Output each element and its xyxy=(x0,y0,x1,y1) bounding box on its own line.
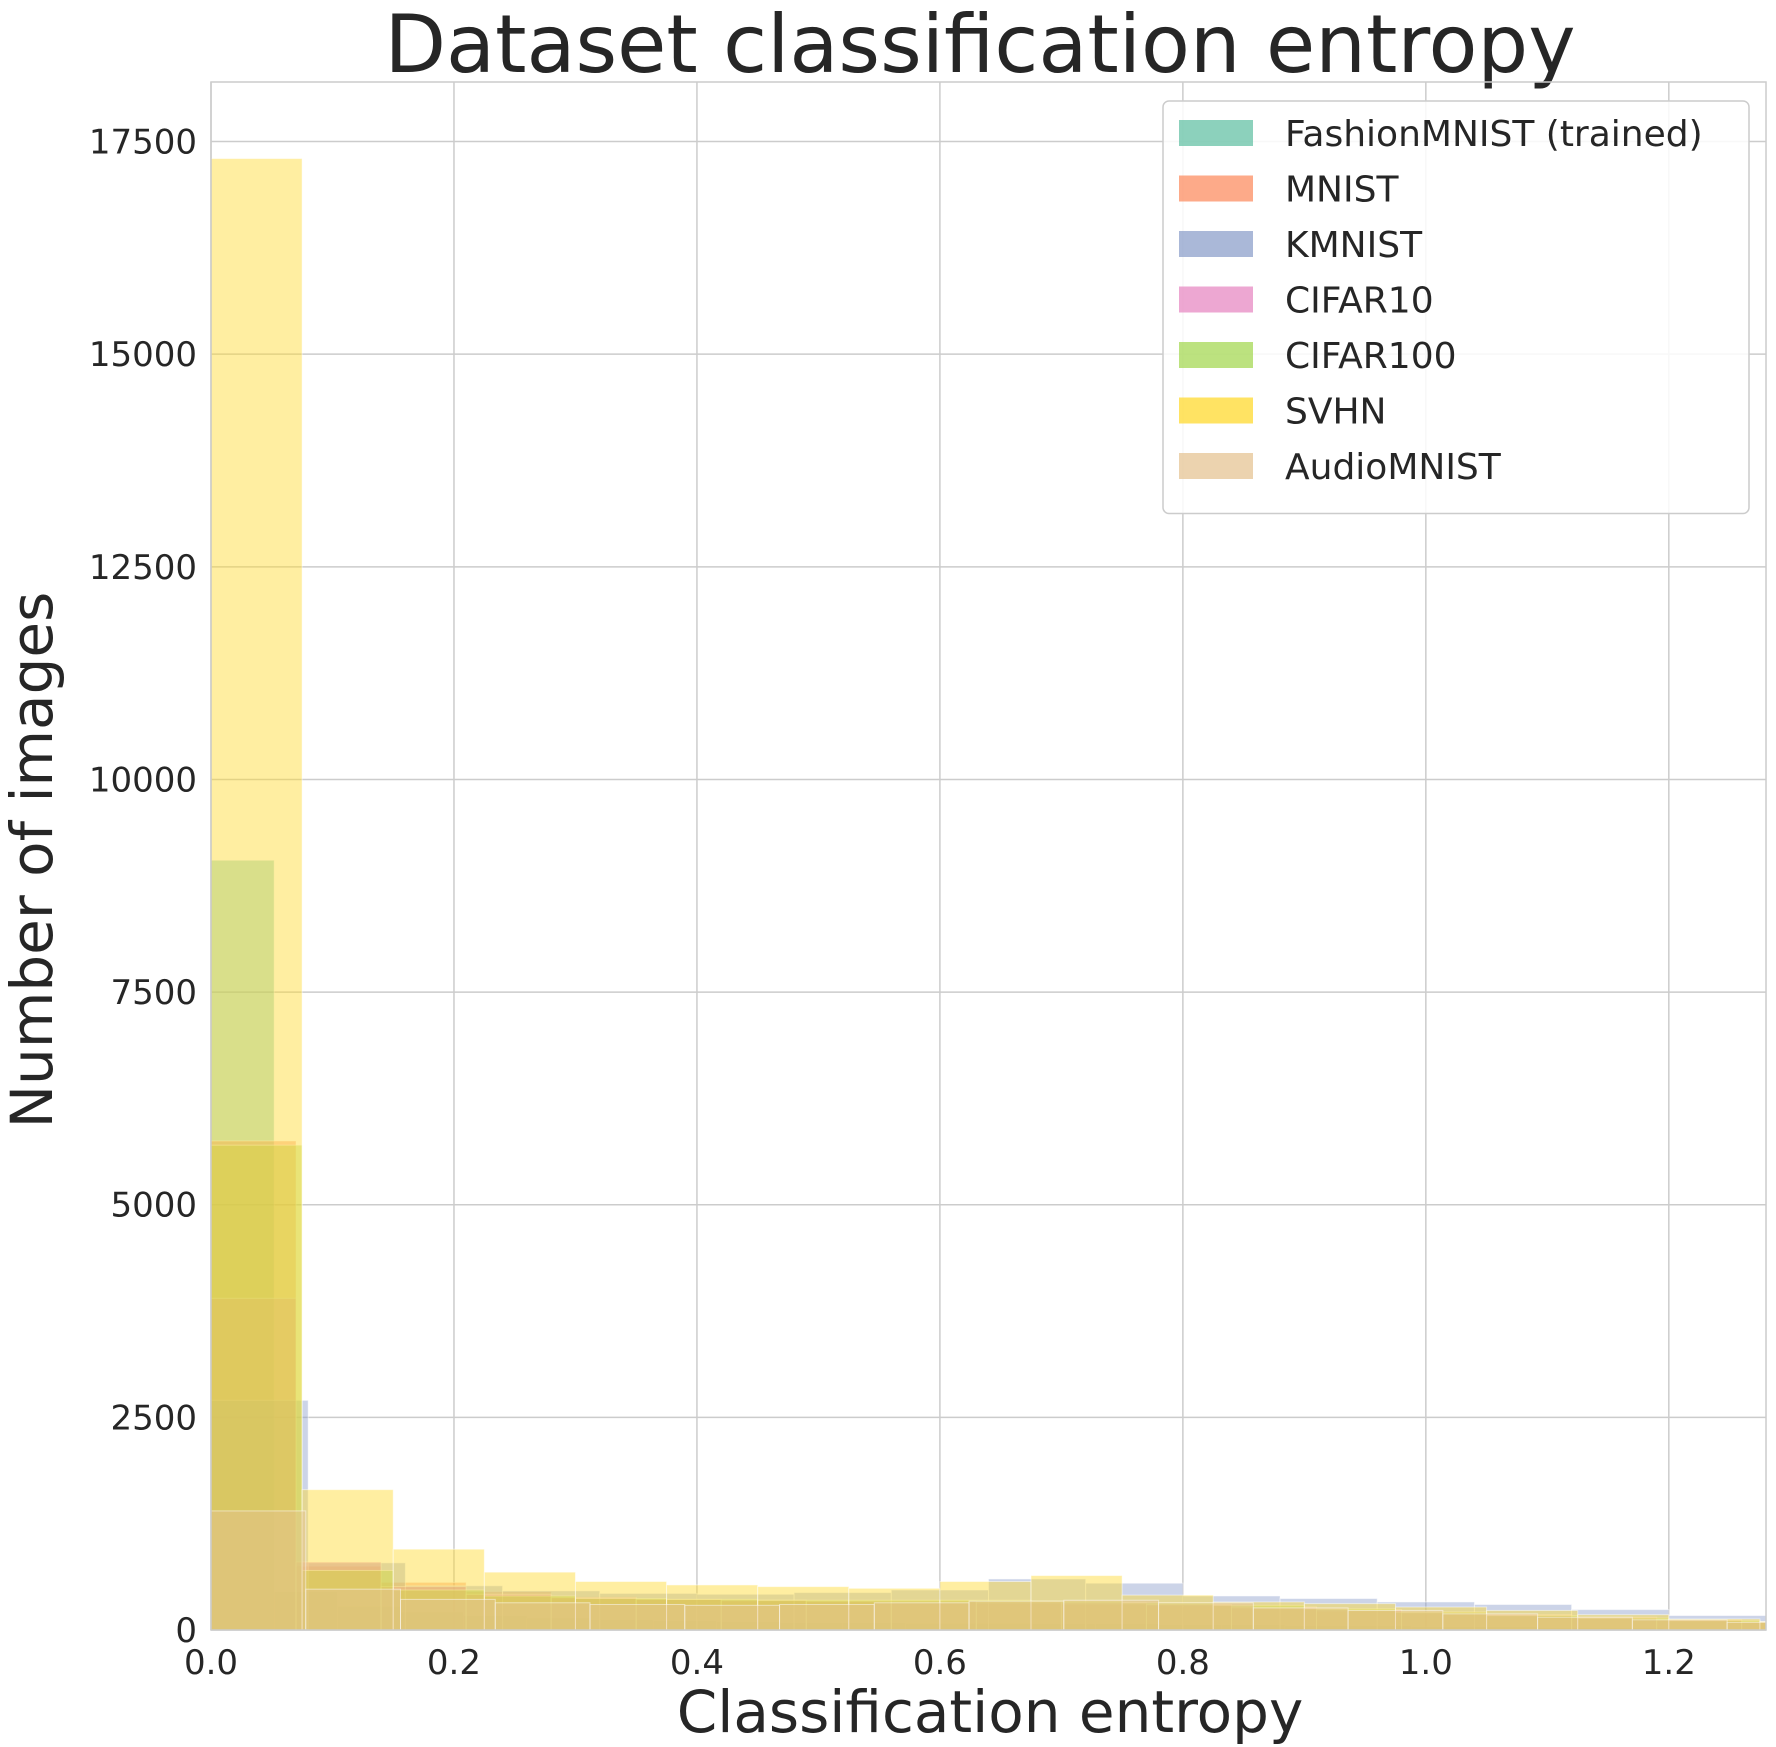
histogram-bar xyxy=(1158,1602,1254,1630)
histogram-bar xyxy=(666,1584,759,1630)
legend-swatch xyxy=(1179,453,1253,479)
legend-swatch xyxy=(1179,120,1253,146)
legend-label: SVHN xyxy=(1285,392,1386,433)
histogram-bar xyxy=(211,1510,307,1630)
y-axis-label: Number of images xyxy=(0,592,66,1129)
legend-label: MNIST xyxy=(1285,170,1399,211)
histogram-bar xyxy=(793,1592,892,1630)
x-tick-label: 0.2 xyxy=(427,1643,481,1683)
legend-label: CIFAR100 xyxy=(1285,336,1457,377)
legend-label: CIFAR10 xyxy=(1285,281,1434,322)
plot-frame xyxy=(210,81,1767,1631)
legend-swatch xyxy=(1179,342,1253,368)
legend-swatch xyxy=(1179,231,1253,257)
legend-label: AudioMNIST xyxy=(1285,447,1502,488)
histogram-bar xyxy=(494,1602,591,1630)
histogram-bar xyxy=(1537,1616,1633,1630)
histogram-bar xyxy=(400,1598,496,1630)
y-tick-label: 0 xyxy=(175,1611,197,1651)
histogram-bar xyxy=(1759,1620,1766,1630)
series-cifar10 xyxy=(211,1297,1766,1630)
series-mnist xyxy=(211,1140,1766,1630)
y-tick-label: 17500 xyxy=(89,123,197,163)
y-tick-label: 15000 xyxy=(89,335,197,375)
histogram-bar xyxy=(404,1585,504,1630)
histogram-bar xyxy=(720,1600,807,1630)
y-tick-label: 7500 xyxy=(110,973,197,1013)
x-tick-label: 0.8 xyxy=(1156,1643,1210,1683)
histogram-bar xyxy=(975,1603,1062,1630)
histogram-bar xyxy=(305,1588,402,1630)
histogram-bar xyxy=(848,1599,941,1630)
y-tick-label: 2500 xyxy=(110,1398,197,1438)
histogram-bar xyxy=(779,1603,875,1630)
series-fashionmnist-trained xyxy=(211,859,1766,1630)
chart-title: Dataset classification entropy xyxy=(384,0,1575,91)
legend: FashionMNIST (trained) MNIST KMNIST CIFAR10… xyxy=(1162,100,1750,515)
histogram-bar xyxy=(392,1548,485,1630)
histogram-bar xyxy=(684,1604,781,1630)
histogram-bar xyxy=(295,1561,382,1630)
histogram-bar xyxy=(295,1565,382,1630)
x-tick-label: 0.6 xyxy=(913,1643,967,1683)
histogram-bar xyxy=(975,1601,1062,1630)
series-audiomnist xyxy=(211,1510,1766,1630)
x-tick-label: 1.2 xyxy=(1642,1643,1696,1683)
histogram-bar xyxy=(939,1581,1032,1630)
histogram-bar xyxy=(301,1489,394,1630)
legend-box xyxy=(1162,100,1750,515)
histogram-bar xyxy=(1030,1600,1123,1630)
series-cifar100 xyxy=(211,1144,1766,1630)
histogram-bar xyxy=(211,1144,303,1630)
histogram-bar xyxy=(1060,1602,1147,1630)
histogram-bar xyxy=(988,1578,1087,1630)
histogram-bar xyxy=(1347,1609,1444,1630)
histogram-bar xyxy=(1063,1599,1160,1630)
histogram-bar xyxy=(589,1603,686,1630)
histogram-bar xyxy=(1442,1613,1539,1630)
histogram-bar xyxy=(483,1571,576,1630)
histogram-bar xyxy=(1631,1619,1728,1630)
x-tick-label: 0.4 xyxy=(670,1643,724,1683)
series-svhn xyxy=(211,158,1766,1630)
legend-label: FashionMNIST (trained) xyxy=(1285,114,1703,155)
histogram-bar xyxy=(968,1600,1065,1630)
histogram-bar xyxy=(211,859,275,1630)
histogram-bar xyxy=(1030,1575,1123,1630)
histogram-bar xyxy=(211,1399,309,1630)
legend-label: KMNIST xyxy=(1285,225,1423,266)
x-axis-label: Classification entropy xyxy=(677,1678,1304,1746)
histogram-bar xyxy=(574,1581,668,1630)
histogram-bar xyxy=(211,1297,297,1630)
legend-swatch xyxy=(1179,397,1253,424)
histogram-bar xyxy=(1060,1603,1147,1630)
legend-swatch xyxy=(1179,286,1253,313)
legend-swatch xyxy=(1179,175,1253,202)
x-tick-label: 0.0 xyxy=(184,1643,238,1683)
histogram-bar xyxy=(1741,1620,1766,1630)
histogram-bar xyxy=(1252,1607,1349,1630)
tick-labels: 0.0 0.2 0.4 0.6 0.8 1.0 1.2 0 2500 5000 7500 10000 1… xyxy=(89,123,1696,1683)
histogram-bar xyxy=(1726,1621,1766,1630)
x-tick-label: 1.0 xyxy=(1399,1643,1453,1683)
histogram-bar xyxy=(380,1586,467,1630)
y-tick-label: 5000 xyxy=(110,1186,197,1226)
y-tick-label: 10000 xyxy=(89,760,197,800)
bars xyxy=(211,158,1766,1630)
histogram-bar xyxy=(1085,1582,1184,1630)
histogram-bar xyxy=(211,158,303,1630)
histogram-bar xyxy=(873,1602,970,1630)
histogram-bar xyxy=(757,1586,850,1630)
histogram-bar xyxy=(848,1587,941,1630)
y-tick-label: 12500 xyxy=(89,548,197,588)
